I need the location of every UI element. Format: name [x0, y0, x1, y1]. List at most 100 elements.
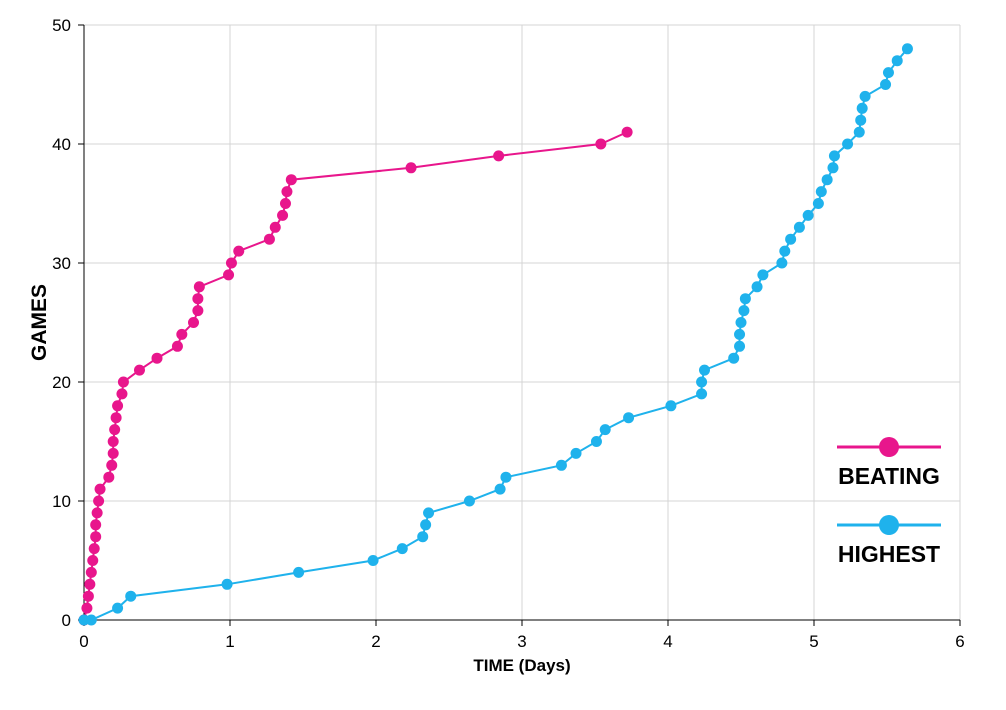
data-point	[696, 388, 708, 400]
y-tick-label: 30	[52, 254, 71, 273]
series-highest	[78, 43, 913, 626]
data-point	[85, 566, 97, 578]
data-point	[90, 531, 102, 543]
y-axis-title: GAMES	[28, 284, 51, 361]
data-point	[107, 447, 119, 459]
data-point	[856, 102, 868, 114]
data-point	[293, 566, 305, 578]
data-point	[85, 614, 97, 626]
series-line	[84, 48, 909, 621]
x-tick-label: 1	[225, 632, 234, 651]
data-point	[751, 281, 763, 293]
data-point	[90, 519, 102, 531]
x-axis-title: TIME (Days)	[473, 656, 570, 675]
data-point	[570, 447, 582, 459]
data-point	[623, 412, 635, 424]
y-tick-label: 20	[52, 373, 71, 392]
x-tick-label: 2	[371, 632, 380, 651]
x-tick-label: 5	[809, 632, 818, 651]
x-tick-label: 6	[955, 632, 964, 651]
data-point	[735, 317, 747, 328]
data-point	[734, 328, 746, 340]
data-point	[859, 90, 871, 102]
data-point	[263, 233, 275, 245]
legend-marker	[879, 515, 899, 535]
data-point	[901, 43, 913, 55]
data-point	[590, 436, 602, 447]
data-point	[91, 507, 103, 519]
data-point	[696, 376, 708, 388]
data-point	[420, 519, 432, 531]
grid	[84, 24, 961, 620]
data-point	[500, 471, 512, 483]
x-tick-label: 0	[79, 632, 88, 651]
data-point	[728, 352, 740, 364]
plot-area	[78, 43, 913, 626]
data-point	[176, 328, 188, 340]
data-point	[117, 376, 129, 388]
data-point	[812, 198, 824, 209]
data-point	[171, 340, 183, 352]
legend: BEATING HIGHEST	[837, 437, 941, 567]
data-point	[815, 186, 827, 198]
data-point	[188, 317, 199, 328]
data-point	[223, 269, 235, 281]
data-point	[595, 138, 607, 150]
legend-marker	[879, 437, 899, 457]
data-point	[107, 436, 119, 447]
data-point	[855, 114, 867, 126]
y-tick-label: 0	[62, 611, 71, 630]
data-point	[82, 590, 94, 602]
data-point	[367, 555, 379, 566]
data-point	[112, 400, 124, 412]
data-point	[463, 495, 475, 507]
data-point	[827, 162, 839, 174]
data-point	[106, 459, 118, 471]
data-point	[776, 257, 788, 269]
data-point	[116, 388, 128, 400]
data-point	[125, 590, 137, 602]
data-point	[423, 507, 435, 519]
data-point	[738, 305, 750, 317]
data-point	[793, 221, 805, 233]
data-point	[493, 150, 505, 162]
y-tick-label: 10	[52, 492, 71, 511]
data-point	[285, 174, 297, 186]
data-point	[821, 174, 833, 186]
data-point	[269, 221, 281, 233]
legend-item-highest: HIGHEST	[837, 515, 941, 567]
data-point	[842, 138, 854, 150]
data-point	[281, 186, 293, 198]
data-point	[112, 602, 124, 614]
x-tick-label: 4	[663, 632, 672, 651]
data-point	[621, 126, 633, 138]
data-point	[494, 483, 506, 495]
data-point	[133, 364, 145, 376]
data-point	[88, 543, 100, 555]
data-point	[699, 364, 710, 376]
data-point	[417, 531, 429, 543]
data-point	[891, 55, 903, 67]
data-point	[734, 340, 746, 352]
y-tick-label: 50	[52, 16, 71, 35]
data-point	[192, 305, 204, 317]
data-point	[84, 578, 96, 590]
series-beating	[78, 126, 633, 626]
data-point	[110, 412, 122, 424]
data-point	[882, 67, 894, 79]
axis-labels: TIME (Days) GAMES	[28, 284, 571, 675]
data-point	[828, 150, 840, 162]
series-line	[83, 131, 628, 621]
data-point	[555, 459, 567, 471]
data-point	[221, 578, 233, 590]
legend-label: HIGHEST	[838, 541, 940, 567]
data-point	[103, 471, 115, 483]
data-point	[81, 602, 93, 614]
axes: 0 1 2 3 4 5 6 0 10 20 30 40 50	[52, 16, 965, 651]
data-point	[94, 483, 106, 495]
data-point	[87, 555, 99, 566]
data-point	[93, 495, 105, 507]
data-point	[151, 352, 163, 364]
data-point	[193, 281, 205, 293]
